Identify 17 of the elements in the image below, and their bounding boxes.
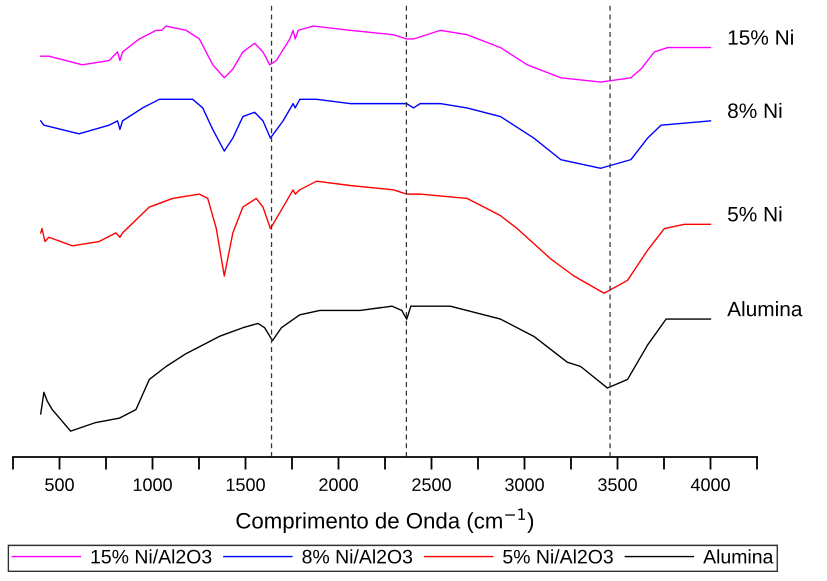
x-tick-label: 500 [45, 478, 74, 492]
legend-label: Alumina [703, 549, 774, 564]
x-tick-label: 2000 [319, 478, 358, 492]
x-tick-label: 4000 [690, 478, 730, 492]
legend-label: 15% Ni/Al2O3 [92, 549, 212, 564]
legend-label: 5% Ni/Al2O3 [503, 549, 613, 564]
annotation: Alumina [727, 301, 802, 316]
annotation: 8% Ni [728, 102, 782, 118]
x-tick-label: 1500 [226, 478, 265, 492]
x-tick-label: 1000 [134, 478, 172, 492]
annotation: 15% Ni [728, 30, 793, 45]
x-axis-title: Comprimento de Onda (cm$^{−1}$) [236, 508, 534, 534]
x-tick-label: 2500 [412, 478, 451, 492]
legend-label: 8% Ni/Al2O3 [302, 549, 412, 564]
x-tick-label: 3000 [505, 478, 544, 492]
annotation: 5% Ni [728, 206, 782, 222]
x-tick-label: 3500 [598, 478, 637, 492]
